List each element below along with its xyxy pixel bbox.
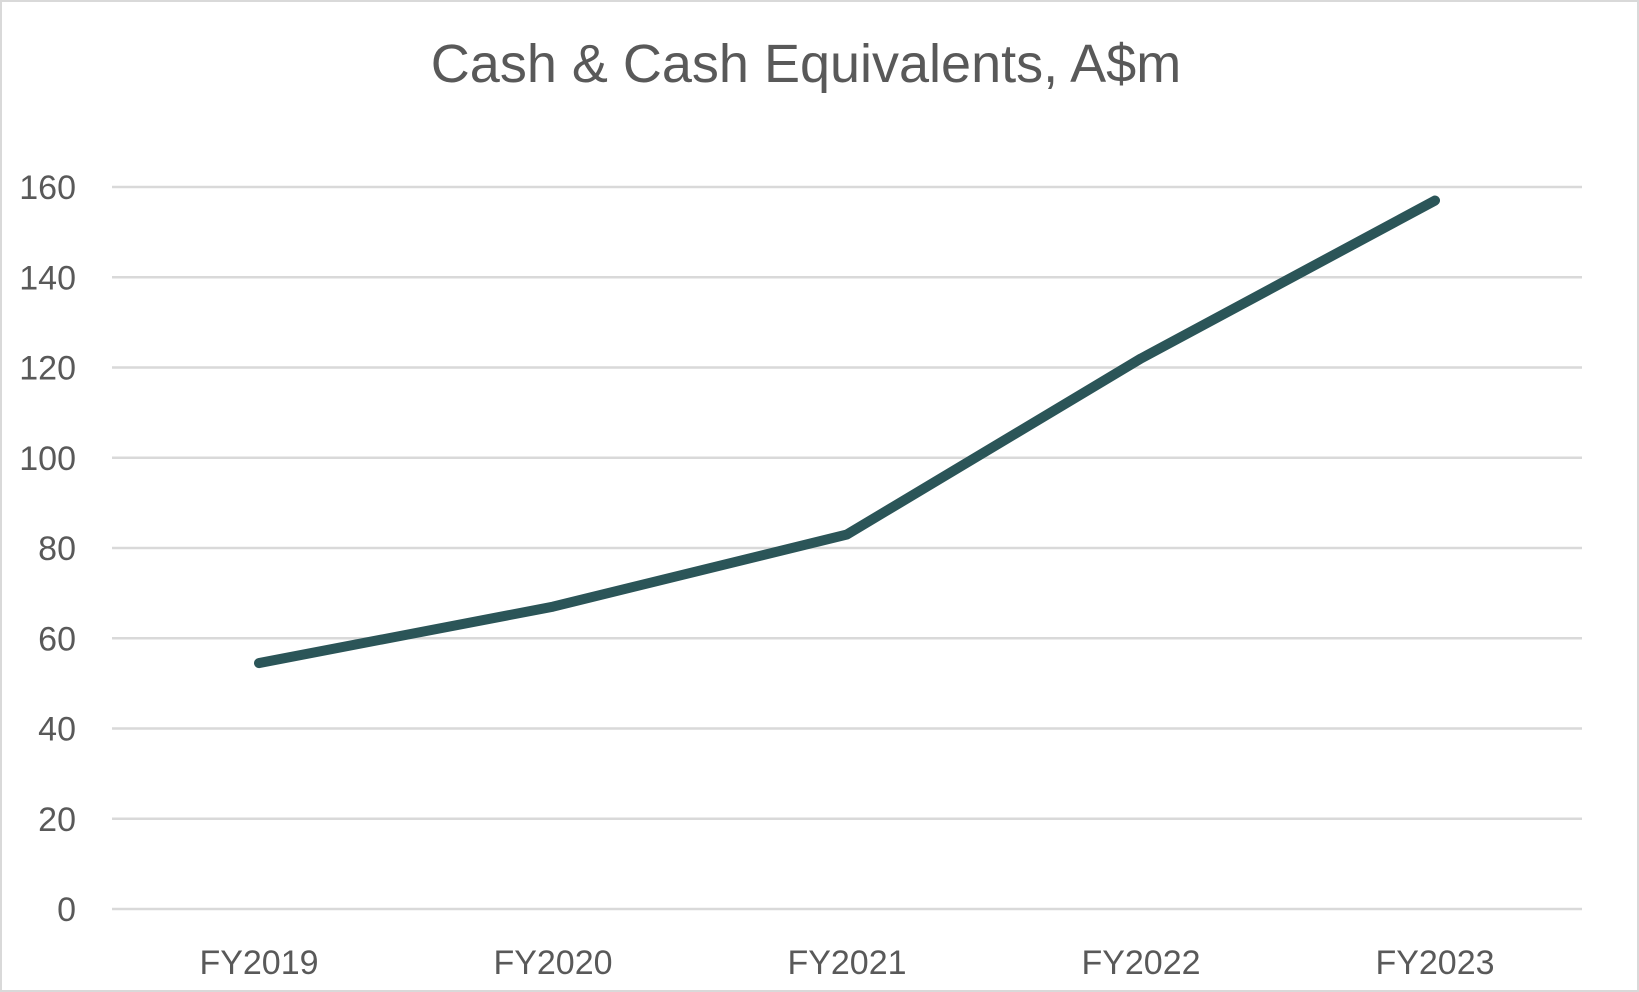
y-tick-label: 80 bbox=[38, 530, 76, 568]
data-point-fy2022 bbox=[1140, 357, 1142, 359]
y-tick-label: 140 bbox=[19, 259, 76, 297]
series-line bbox=[254, 195, 1440, 669]
x-tick-label: FY2021 bbox=[787, 944, 906, 982]
x-axis-tick-labels: FY2019 FY2020 FY2021 FY2022 FY2023 bbox=[199, 944, 1494, 982]
y-tick-label: 60 bbox=[38, 620, 76, 658]
x-tick-label: FY2020 bbox=[493, 944, 612, 982]
y-tick-label: 100 bbox=[19, 440, 76, 478]
data-point-fy2021 bbox=[846, 533, 848, 535]
chart-title: Cash & Cash Equivalents, A$m bbox=[431, 34, 1181, 94]
y-tick-label: 40 bbox=[38, 711, 76, 749]
y-tick-label: 120 bbox=[19, 350, 76, 388]
series-layer bbox=[254, 195, 1440, 669]
x-tick-label: FY2022 bbox=[1081, 944, 1200, 982]
data-point-fy2023 bbox=[1434, 200, 1436, 202]
x-tick-label: FY2019 bbox=[199, 944, 318, 982]
y-tick-label: 160 bbox=[19, 169, 76, 207]
y-tick-label: 0 bbox=[57, 891, 76, 929]
data-point-fy2019 bbox=[258, 662, 260, 664]
gridlines bbox=[112, 185, 1582, 911]
x-tick-label: FY2023 bbox=[1375, 944, 1494, 982]
y-axis-tick-labels: 0 20 40 60 80 100 120 140 160 bbox=[19, 169, 76, 929]
y-tick-label: 20 bbox=[38, 801, 76, 839]
data-point-fy2020 bbox=[552, 606, 554, 608]
